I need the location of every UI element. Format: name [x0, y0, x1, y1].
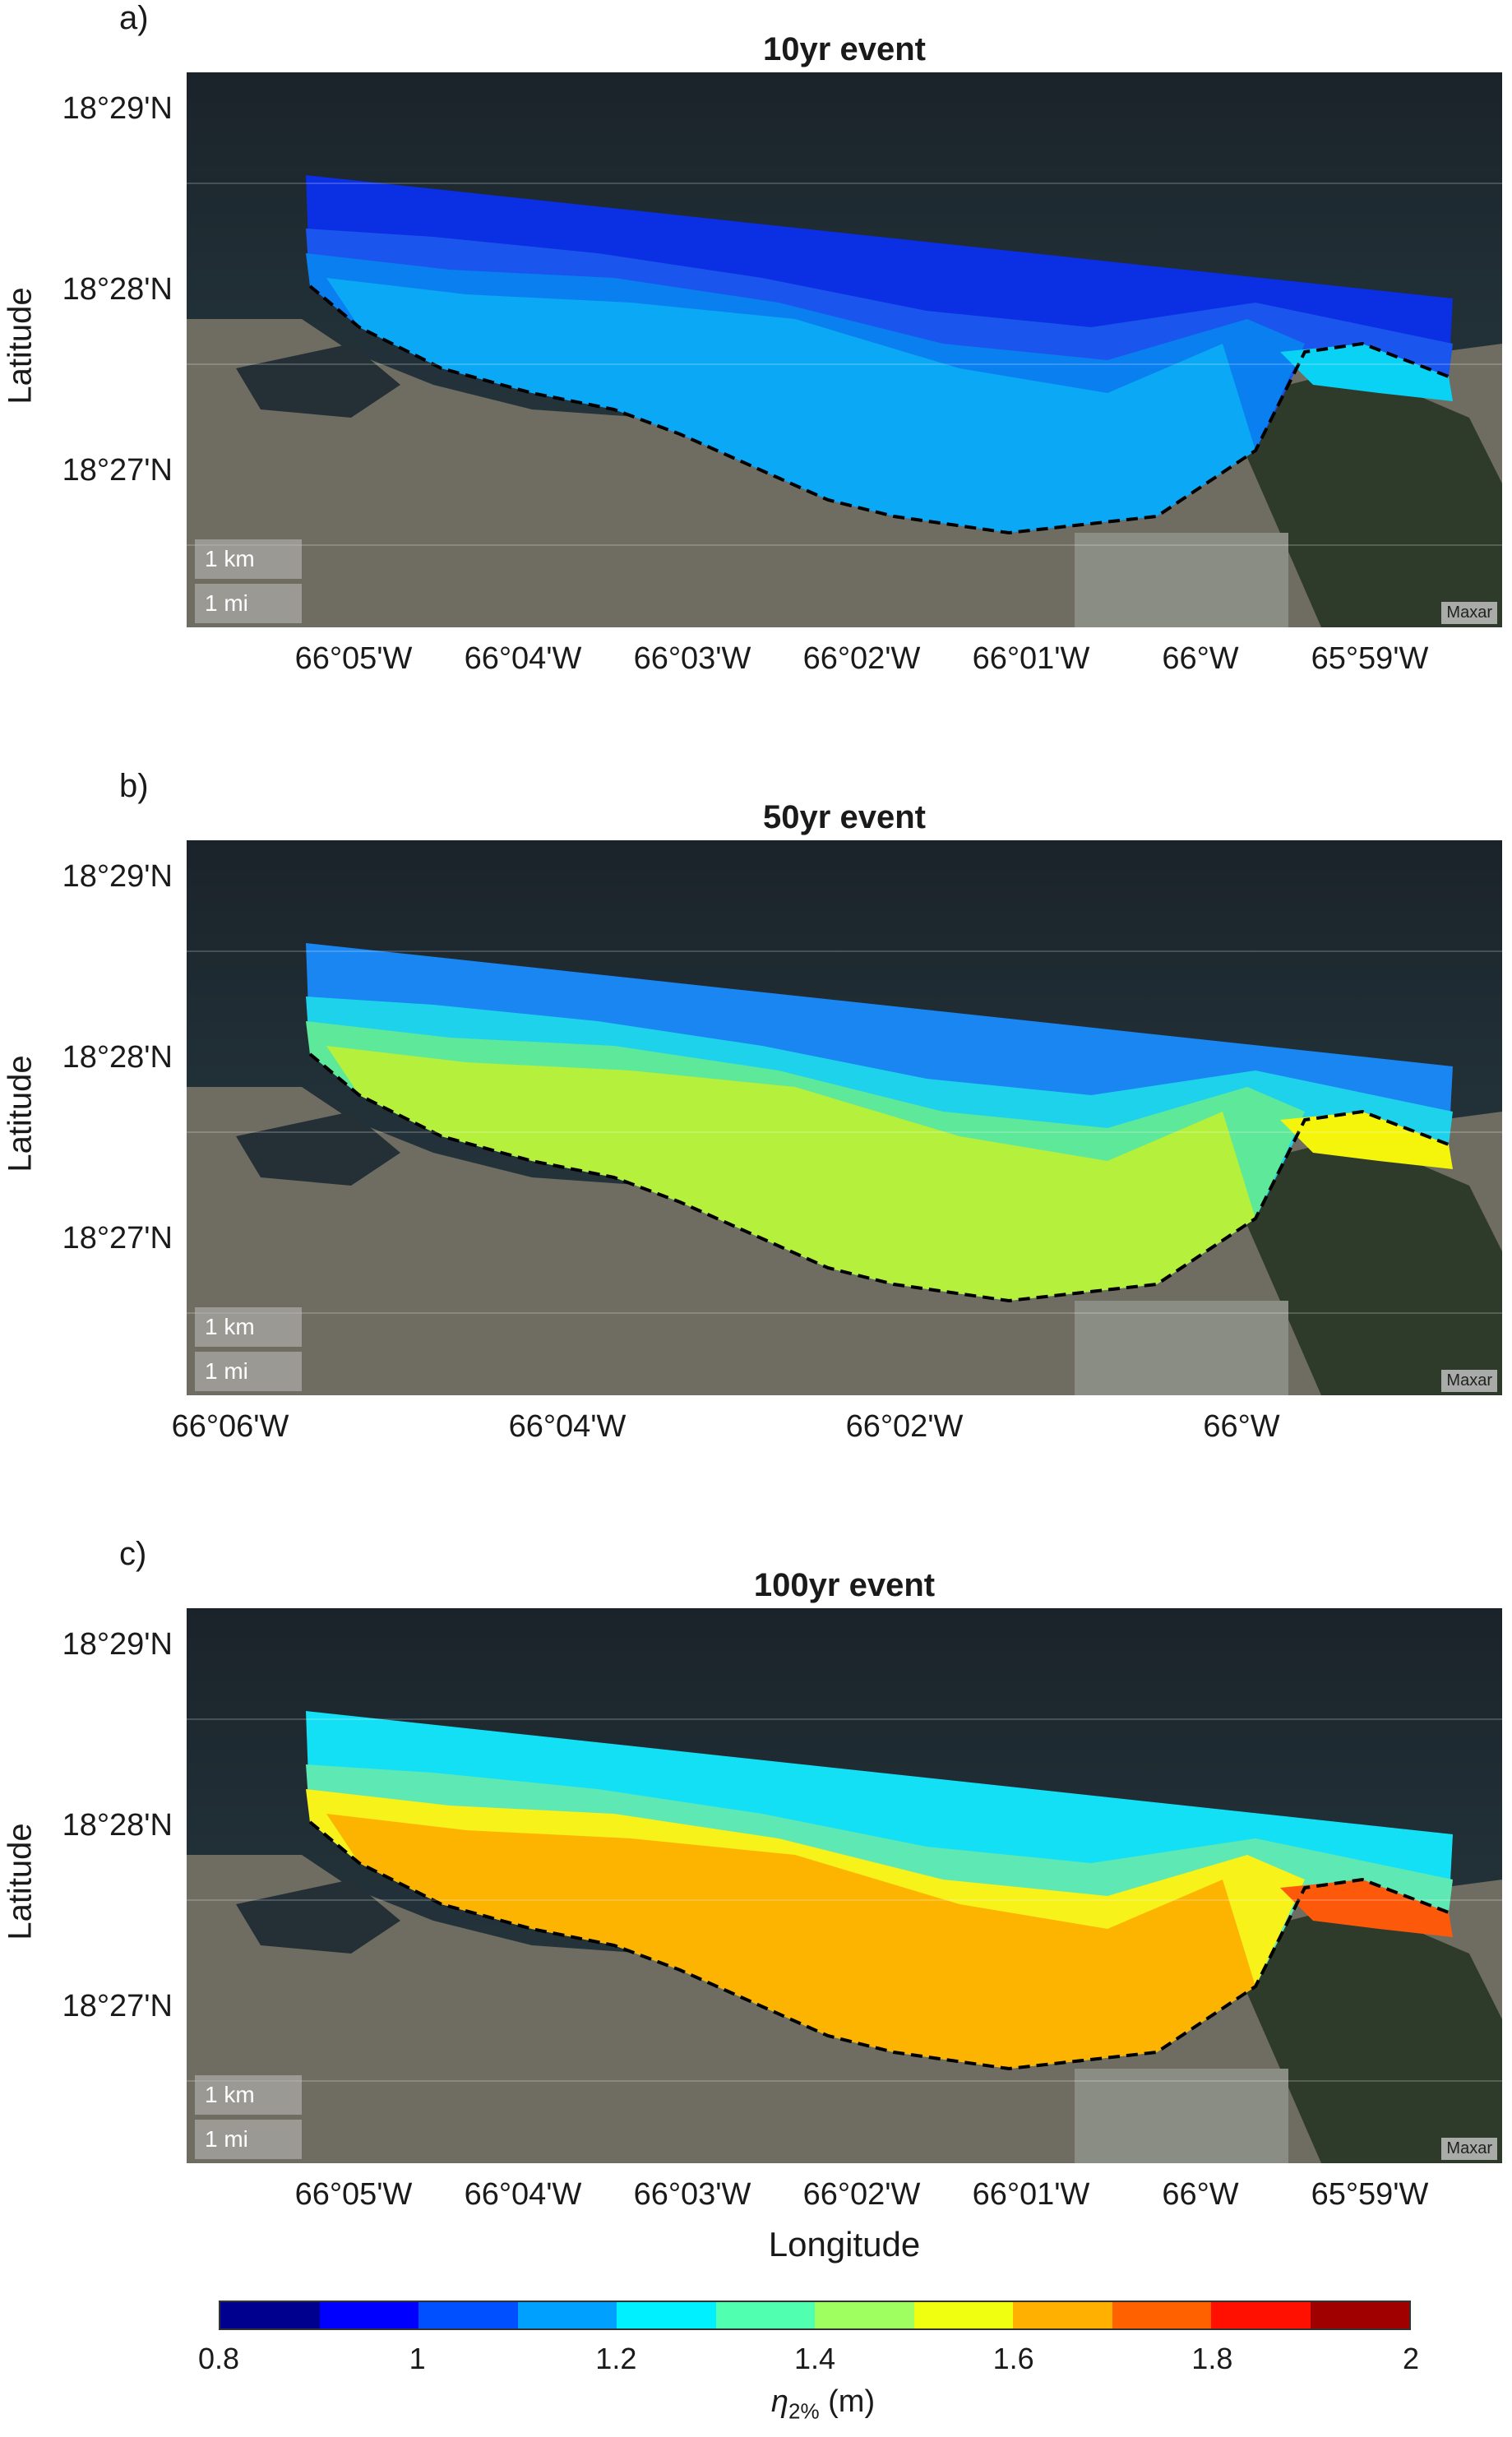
map-panel: 1 km 1 mi Maxar: [187, 72, 1502, 627]
panel-letter: c): [119, 1536, 147, 1572]
scale-km: 1 km: [195, 539, 302, 579]
colorbar-label-subscript: 2%: [788, 2398, 820, 2424]
colorbar-segment: [319, 2302, 418, 2328]
map-svg: [187, 1711, 1502, 2163]
runup-band-coast: [1280, 1880, 1453, 1937]
colorbar-segment: [220, 2302, 320, 2328]
scale-km: 1 km: [195, 1307, 302, 1347]
lagoon: [236, 1112, 400, 1186]
panel-title: 10yr event: [763, 31, 926, 67]
x-tick-label: 66°01'W: [972, 641, 1090, 676]
colorbar-tick-label: 1.6: [992, 2342, 1034, 2375]
colorbar-tick-label: 1.4: [793, 2342, 836, 2375]
colorbar-segment: [815, 2302, 914, 2328]
colorbar-segment: [715, 2302, 815, 2328]
y-axis-label: Latitude: [2, 1823, 39, 1940]
colorbar-segment: [1310, 2302, 1409, 2328]
airport: [1075, 533, 1288, 627]
attribution: Maxar: [1441, 2138, 1497, 2160]
colorbar-tick-label: 1.2: [595, 2342, 637, 2375]
panel-title: 50yr event: [763, 799, 926, 835]
x-tick-label: 66°05'W: [294, 641, 413, 676]
scale-mi: 1 mi: [195, 2120, 302, 2159]
x-tick-label: 66°02'W: [802, 2177, 921, 2212]
map-panel: 1 km 1 mi Maxar: [187, 1608, 1502, 2163]
y-axis-label: Latitude: [2, 1055, 39, 1172]
colorbar-segment: [517, 2302, 617, 2328]
x-tick-label: 66°02'W: [845, 1409, 964, 1444]
map-svg: [187, 943, 1502, 1395]
forest-area: [1223, 1136, 1502, 1395]
colorbar-label-symbol: η: [770, 2384, 788, 2419]
forest-area: [1223, 1904, 1502, 2163]
runup-band-shore: [326, 278, 1255, 533]
y-axis-label: Latitude: [2, 287, 39, 405]
y-tick-label: 18°29'N: [62, 859, 173, 894]
colorbar-tick-label: 2: [1402, 2342, 1420, 2375]
x-tick-label: 66°01'W: [972, 2177, 1090, 2212]
y-tick-label: 18°28'N: [62, 272, 173, 307]
x-tick-label: 66°06'W: [171, 1409, 289, 1444]
x-tick-label: 65°59'W: [1311, 641, 1429, 676]
colorbar-segment: [1112, 2302, 1211, 2328]
y-tick-label: 18°28'N: [62, 1808, 173, 1843]
x-tick-label: 66°05'W: [294, 2177, 413, 2212]
lagoon: [236, 344, 400, 418]
airport: [1075, 2069, 1288, 2163]
y-tick-label: 18°27'N: [62, 1989, 173, 2023]
colorbar-segment: [617, 2302, 716, 2328]
panel-title: 100yr event: [753, 1567, 936, 1603]
colorbar-label: η2% (m): [733, 2384, 913, 2425]
forest-area: [1223, 368, 1502, 627]
colorbar-segment: [1211, 2302, 1311, 2328]
map-svg: [187, 175, 1502, 627]
lagoon: [236, 1880, 400, 1954]
colorbar-label-unit: (m): [828, 2384, 876, 2419]
colorbar: [219, 2301, 1411, 2330]
airport: [1075, 1301, 1288, 1395]
attribution: Maxar: [1441, 1370, 1497, 1392]
y-tick-label: 18°27'N: [62, 453, 173, 488]
x-tick-label: 66°03'W: [633, 641, 751, 676]
y-tick-label: 18°28'N: [62, 1040, 173, 1075]
runup-band-coast: [1280, 1112, 1453, 1169]
x-tick-label: 65°59'W: [1311, 2177, 1429, 2212]
y-tick-label: 18°29'N: [62, 1627, 173, 1662]
shoreline-dashed: [308, 284, 1450, 535]
colorbar-segment: [418, 2302, 518, 2328]
x-tick-label: 66°04'W: [508, 1409, 627, 1444]
scale-km: 1 km: [195, 2075, 302, 2115]
colorbar-segment: [1013, 2302, 1112, 2328]
x-tick-label: 66°03'W: [633, 2177, 751, 2212]
x-tick-label: 66°W: [1162, 641, 1239, 676]
x-tick-label: 66°04'W: [464, 2177, 582, 2212]
x-tick-label: 66°02'W: [802, 641, 921, 676]
x-tick-label: 66°04'W: [464, 641, 582, 676]
y-tick-label: 18°29'N: [62, 91, 173, 126]
scale-mi: 1 mi: [195, 584, 302, 623]
attribution: Maxar: [1441, 602, 1497, 624]
runup-band-shore: [326, 1046, 1255, 1301]
scale-mi: 1 mi: [195, 1352, 302, 1391]
x-tick-label: 66°W: [1203, 1409, 1280, 1444]
x-tick-label: 66°W: [1162, 2177, 1239, 2212]
shoreline-dashed: [308, 1052, 1450, 1303]
map-panel: 1 km 1 mi Maxar: [187, 840, 1502, 1395]
x-axis-label: Longitude: [768, 2225, 921, 2264]
colorbar-tick-label: 1.8: [1191, 2342, 1233, 2375]
colorbar-tick-label: 0.8: [197, 2342, 240, 2375]
runup-band-shore: [326, 1814, 1255, 2069]
panel-letter: a): [119, 0, 149, 36]
shoreline-dashed: [308, 1820, 1450, 2071]
y-tick-label: 18°27'N: [62, 1221, 173, 1255]
panel-letter: b): [119, 768, 149, 804]
runup-band-coast: [1280, 344, 1453, 401]
colorbar-tick-label: 1: [409, 2342, 426, 2375]
colorbar-segment: [913, 2302, 1013, 2328]
